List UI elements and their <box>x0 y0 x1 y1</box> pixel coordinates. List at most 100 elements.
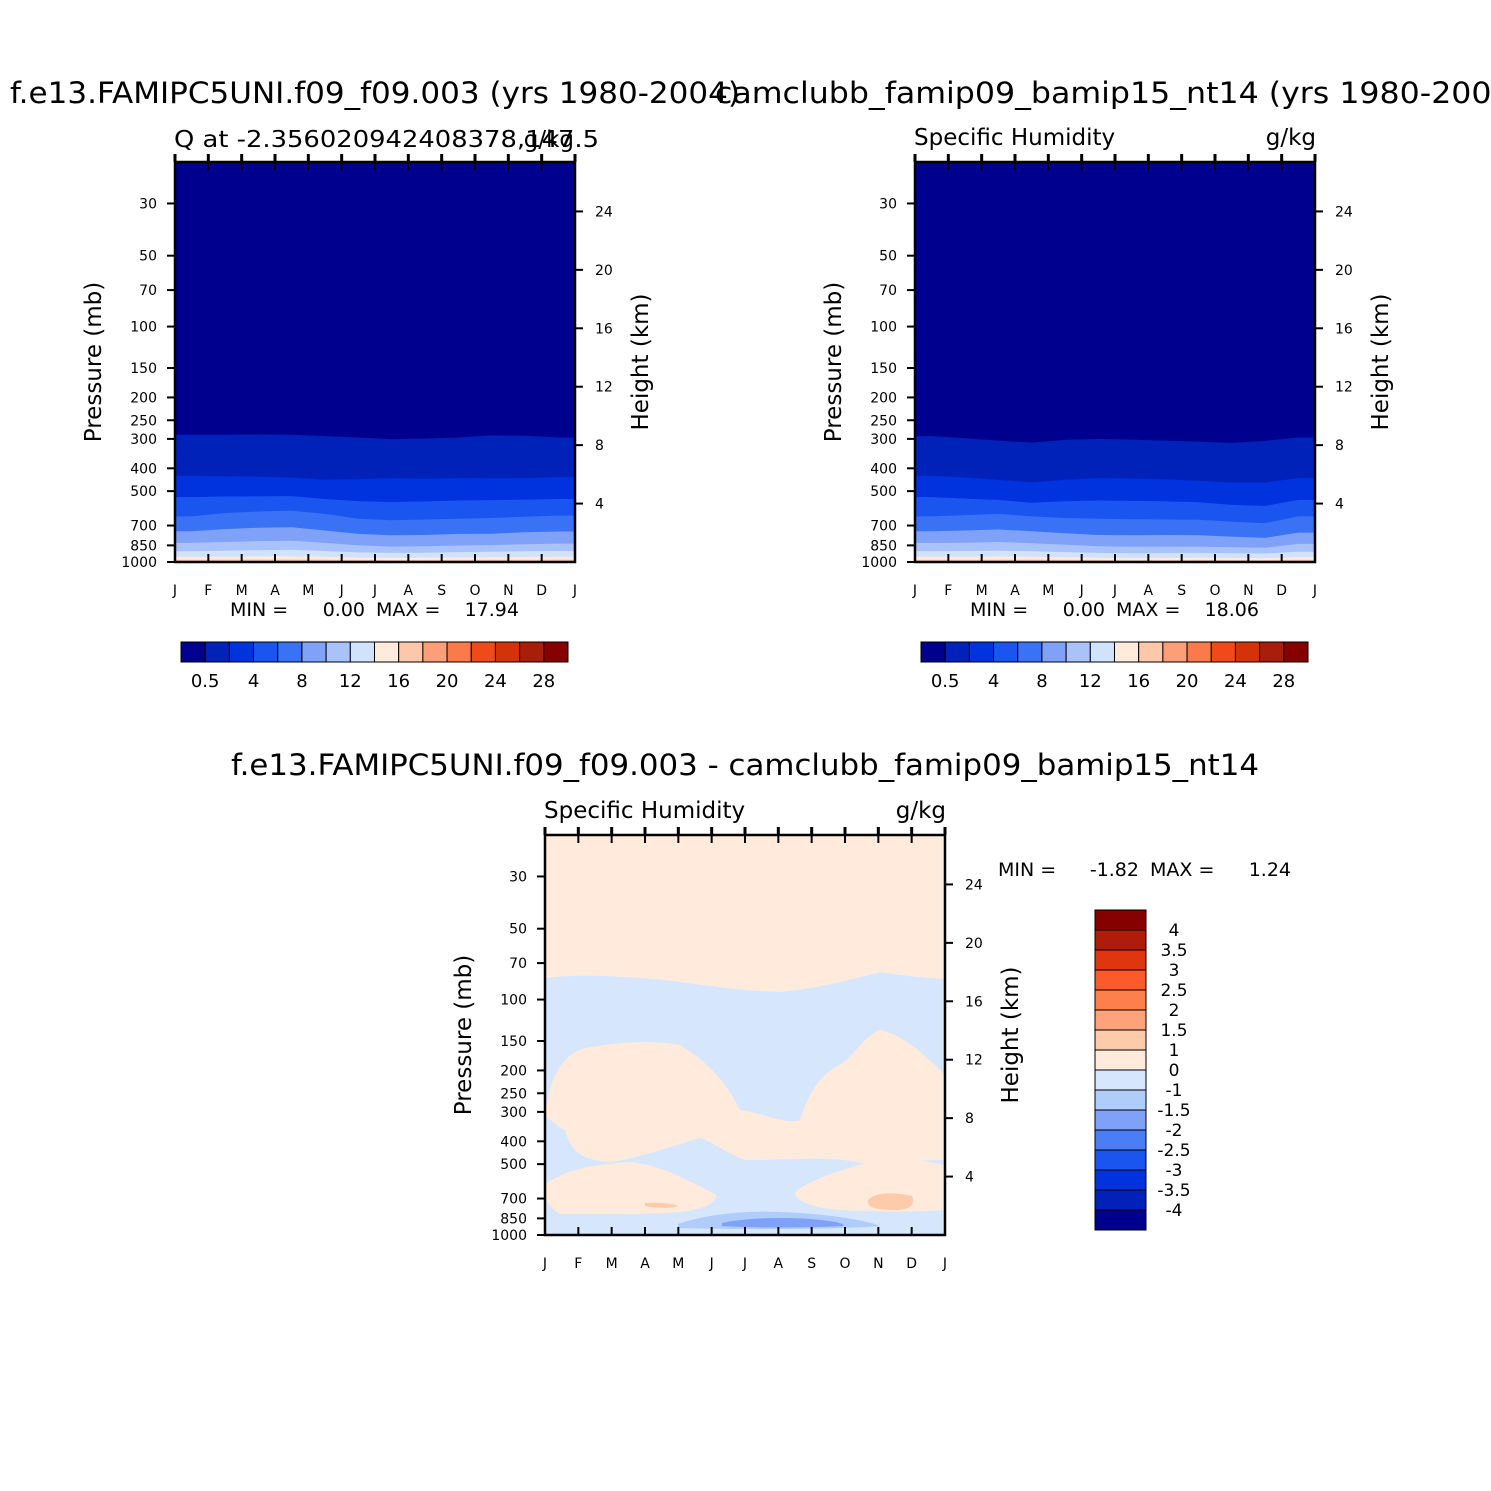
colorbar-label: 28 <box>532 671 555 692</box>
x-tick-label: M <box>606 1256 618 1272</box>
y-tick-label: 1000 <box>121 555 157 571</box>
y-tick-label: 50 <box>879 249 897 265</box>
panel-1-colorbar: 0.5 4 8 12 16 20 24 28 <box>180 641 569 692</box>
x-tick-label: J <box>572 583 577 599</box>
colorbar-swatch <box>1186 641 1212 663</box>
y-tick-label: 70 <box>879 283 897 299</box>
colorbar-label: 0.5 <box>931 671 960 692</box>
y-tick-label: 100 <box>500 993 527 1009</box>
x-tick-label: J <box>172 583 177 599</box>
colorbar-label: 16 <box>1127 671 1150 692</box>
colorbar-swatch <box>398 641 424 663</box>
y-tick-label: 700 <box>870 519 897 535</box>
colorbar-swatch <box>1094 1189 1147 1211</box>
colorbar-swatch <box>1094 1009 1147 1031</box>
panel-1-title: f.e13.FAMIPC5UNI.f09_f09.003 (yrs 1980-2… <box>10 76 740 110</box>
x-tick-label: A <box>270 583 280 599</box>
y-tick-label: 500 <box>870 484 897 500</box>
y-tick-label: 850 <box>130 538 157 554</box>
y-tick-label: 200 <box>500 1063 527 1079</box>
panel-2: camclubb_famip09_bamip15_nt14 (yrs 1980-… <box>715 76 1491 692</box>
colorbar-label: 24 <box>484 671 507 692</box>
y-tick-label: 500 <box>130 484 157 500</box>
colorbar-swatch <box>543 641 569 663</box>
panel-3-axes: J F M A M J J A S O N D J 30 50 70 100 150 200 250 300 400 500… <box>491 827 983 1272</box>
x-tick-label: J <box>912 583 917 599</box>
colorbar-swatch <box>1094 1169 1147 1191</box>
x-tick-label: D <box>1276 583 1287 599</box>
colorbar-swatch <box>1210 641 1236 663</box>
panel-1-y-label: Pressure (mb) <box>81 282 107 442</box>
x-tick-label: O <box>1209 583 1220 599</box>
colorbar-swatch <box>993 641 1019 663</box>
colorbar-swatch <box>1094 929 1147 951</box>
y-right-tick-label: 24 <box>595 204 613 220</box>
panel-2-colorbar: 0.5 4 8 12 16 20 24 28 <box>920 641 1309 692</box>
x-tick-label: J <box>339 583 344 599</box>
y-right-tick-label: 16 <box>1335 321 1353 337</box>
y-right-tick-label: 12 <box>595 380 613 396</box>
panel-3-positive-patch-april <box>645 1202 678 1208</box>
y-right-tick-label: 20 <box>965 936 983 952</box>
colorbar-label: 2 <box>1169 1001 1180 1021</box>
y-tick-label: 250 <box>870 413 897 429</box>
colorbar-label: 4 <box>988 671 999 692</box>
panel-2-max-value: 18.06 <box>1205 599 1259 621</box>
x-tick-label: A <box>774 1256 784 1272</box>
y-right-tick-label: 24 <box>965 877 983 893</box>
colorbar-swatch <box>1094 1069 1147 1091</box>
panel-1-min-label: MIN = <box>230 599 288 621</box>
x-tick-label: M <box>1042 583 1054 599</box>
y-tick-label: 150 <box>500 1034 527 1050</box>
colorbar-swatch <box>1162 641 1188 663</box>
colorbar-label: 1 <box>1169 1041 1180 1061</box>
colorbar-swatch <box>228 641 255 663</box>
y-right-tick-label: 20 <box>595 263 613 279</box>
x-tick-label: M <box>672 1256 684 1272</box>
x-tick-label: M <box>236 583 248 599</box>
colorbar-label: 16 <box>387 671 410 692</box>
x-tick-label: A <box>404 583 414 599</box>
colorbar-swatch <box>494 641 521 663</box>
colorbar-label: -3.5 <box>1157 1181 1190 1201</box>
colorbar-swatch <box>470 641 496 663</box>
x-tick-label: N <box>873 1256 883 1272</box>
x-tick-label: M <box>302 583 314 599</box>
colorbar-swatch <box>204 641 230 663</box>
colorbar-label: 0 <box>1169 1061 1180 1081</box>
x-tick-label: J <box>372 583 377 599</box>
y-tick-label: 150 <box>130 361 157 377</box>
colorbar-swatch <box>1114 641 1140 663</box>
x-tick-label: J <box>542 1256 547 1272</box>
colorbar-swatch <box>422 641 448 663</box>
panel-3-min-label: MIN = <box>998 859 1056 881</box>
y-right-tick-label: 4 <box>965 1170 974 1186</box>
y-tick-label: 50 <box>139 249 157 265</box>
y-right-tick-label: 16 <box>965 994 983 1010</box>
y-tick-label: 1000 <box>861 555 897 571</box>
colorbar-swatch <box>1138 641 1164 663</box>
panel-3-negative-patch-jja-inner <box>722 1218 844 1228</box>
colorbar-label: 24 <box>1224 671 1247 692</box>
colorbar-label: -2.5 <box>1157 1141 1190 1161</box>
colorbar-label: -2 <box>1166 1121 1183 1141</box>
panel-1-subtitle-left: Q at -2.356020942408378,147.5 <box>174 127 599 153</box>
x-tick-label: J <box>1112 583 1117 599</box>
y-tick-label: 30 <box>509 869 527 885</box>
y-tick-label: 250 <box>130 413 157 429</box>
x-tick-label: J <box>709 1256 714 1272</box>
colorbar-label: 12 <box>339 671 362 692</box>
panel-2-min-label: MIN = <box>970 599 1028 621</box>
x-tick-label: O <box>839 1256 850 1272</box>
panel-1-contour-fill <box>175 162 575 562</box>
x-tick-label: D <box>536 583 547 599</box>
panel-3-subtitle-right: g/kg <box>896 798 946 824</box>
y-tick-label: 300 <box>870 432 897 448</box>
y-right-tick-label: 4 <box>1335 497 1344 513</box>
panel-3-max-value: 1.24 <box>1249 859 1291 881</box>
panel-2-contour-fill <box>915 162 1315 562</box>
y-right-tick-label: 20 <box>1335 263 1353 279</box>
colorbar-label: 1.5 <box>1160 1021 1187 1041</box>
y-right-tick-label: 12 <box>965 1053 983 1069</box>
